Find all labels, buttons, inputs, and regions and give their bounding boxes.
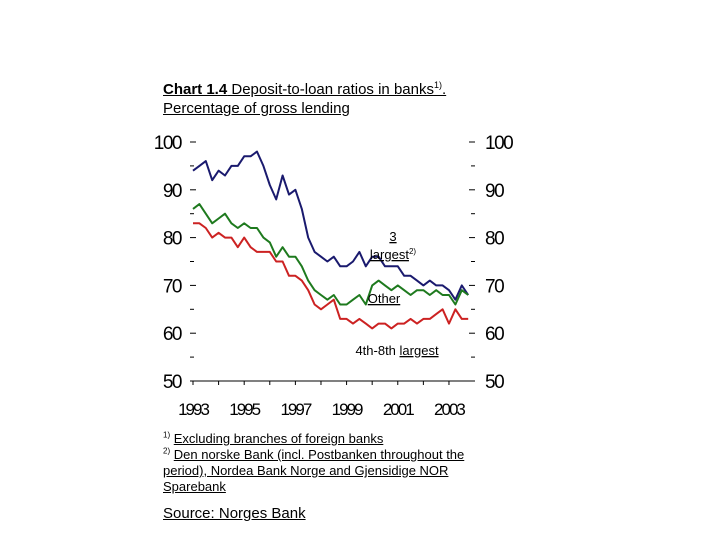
y-tick-label-right: 50	[485, 372, 504, 393]
y-tick-label-left: 50	[163, 372, 182, 393]
y-tick-label-left: 80	[163, 229, 182, 250]
footnote-2: 2) Den norske Bank (incl. Postbanken thr…	[163, 447, 503, 495]
footnote-1-marker: 1)	[163, 430, 171, 440]
x-tick-label: 2003	[434, 400, 465, 419]
annotation-other: Other	[368, 291, 401, 306]
x-tick-label: 2001	[383, 400, 414, 419]
source-note: Source: Norges Bank	[163, 505, 306, 522]
x-tick-label: 1999	[332, 400, 363, 419]
footnote-2-marker: 2)	[163, 446, 171, 456]
x-tick-label: 1993	[178, 400, 209, 419]
y-tick-label-left: 90	[163, 181, 182, 202]
chart-title-text: Deposit-to-loan ratios in banks	[227, 81, 434, 98]
y-tick-label-left: 100	[154, 133, 182, 154]
y-tick-label-right: 80	[485, 229, 504, 250]
chart-axes: 50 50 60 60 70 70 80 80 90 90 100 100 1993 1995 1997 19…	[154, 133, 515, 419]
footnote-1-text: Excluding branches of foreign banks	[173, 431, 384, 446]
annotation-3-largest: largest2)	[370, 247, 416, 262]
chart-series	[192, 150, 470, 330]
annotation-4th-8th-text: 4th-8th	[355, 343, 399, 358]
series-line-2	[192, 203, 469, 306]
chart-annotations: 3 largest2) Other 4th-8th largest	[355, 229, 439, 358]
annotation-3-largest-sup: 2)	[409, 247, 416, 256]
chart-title-footnote-marker: 1)	[433, 80, 442, 90]
series-line-3	[193, 222, 469, 330]
y-tick-label-right: 60	[485, 324, 504, 345]
annotation-3-largest-text: largest	[370, 247, 409, 262]
annotation-largest-text: largest	[400, 343, 439, 358]
footnote-1: 1) Excluding branches of foreign banks	[163, 431, 503, 447]
y-tick-label-right: 90	[485, 181, 504, 202]
chart-title-suffix: .	[442, 81, 447, 98]
footnote-2-text: Den norske Bank (incl. Postbanken throug…	[163, 447, 465, 494]
footnotes: 1) Excluding branches of foreign banks 2…	[163, 431, 503, 495]
x-tick-label: 1997	[280, 400, 311, 419]
y-tick-label-left: 70	[163, 276, 182, 297]
chart-title: Chart 1.4 Deposit-to-loan ratios in bank…	[163, 80, 523, 118]
annotation-3-largest-number: 3	[389, 229, 396, 244]
y-tick-label-left: 60	[163, 324, 182, 345]
chart-subtitle: Percentage of gross lending	[163, 100, 350, 117]
chart-number: Chart 1.4	[163, 81, 228, 98]
y-tick-label-right: 70	[485, 276, 504, 297]
annotation-4th-8th-largest: 4th-8th largest	[355, 343, 439, 358]
x-tick-label: 1995	[229, 400, 260, 419]
series-line-1	[192, 150, 470, 301]
y-tick-label-right: 100	[485, 133, 513, 154]
